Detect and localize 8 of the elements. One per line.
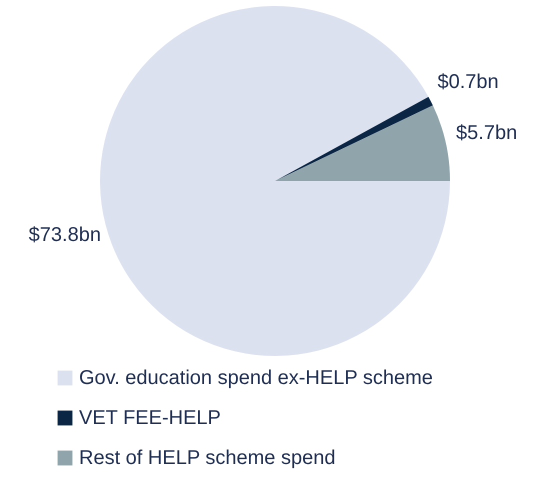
legend-label: Rest of HELP scheme spend: [79, 447, 336, 469]
legend-label: VET FEE-HELP: [79, 407, 221, 429]
pie-slice: [275, 96, 433, 181]
data-label: $5.7bn: [456, 122, 518, 144]
data-label: $73.8bn: [28, 224, 101, 246]
pie-slice: [275, 105, 450, 181]
legend-label: Gov. education spend ex-HELP scheme: [79, 367, 433, 389]
data-label: $0.7bn: [437, 70, 499, 93]
